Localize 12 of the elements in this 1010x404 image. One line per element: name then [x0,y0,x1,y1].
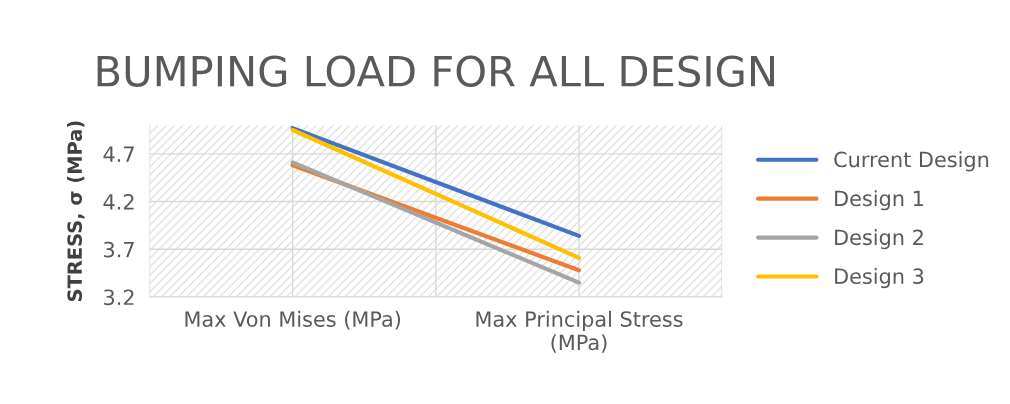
y-tick-label: 4.7 [103,146,134,162]
chart-title: BUMPING LOAD FOR ALL DESIGN [97,55,774,87]
y-tick-label: 3.7 [104,241,134,258]
legend-label: Design 1 [835,190,923,211]
y-tick-label: 4.2 [103,194,134,210]
x-tick-label: Max Von Mises (MPa) [185,310,401,330]
y-tick-label: 3.2 [104,289,134,306]
legend-label: Design 3 [835,267,924,289]
x-tick-label: Max Principal Stress (MPa) [476,310,683,353]
legend-label: Design 2 [835,229,923,250]
legend-label: Current Design [834,151,989,172]
y-axis-title: STRESS, σ (MPa) [67,121,85,302]
